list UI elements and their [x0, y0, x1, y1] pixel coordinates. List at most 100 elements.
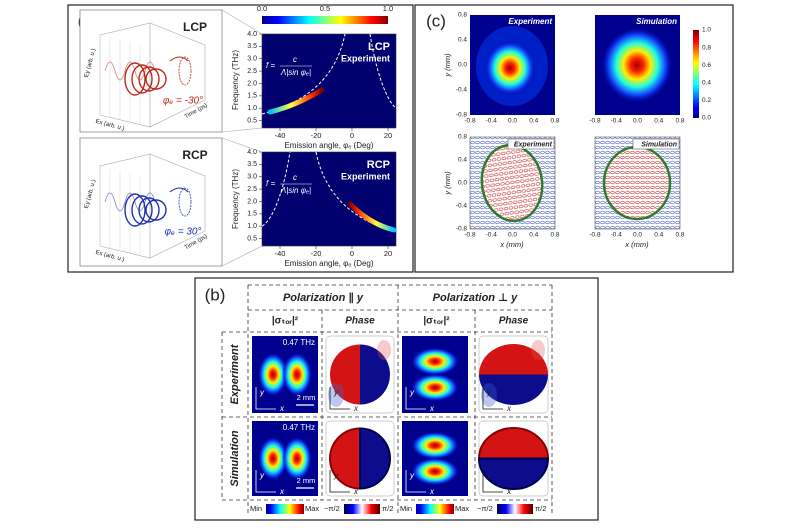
- y-tick-label: 0.4: [458, 37, 467, 44]
- column-header: Phase: [345, 316, 375, 327]
- scale-label: 2 mm: [297, 476, 316, 485]
- inset-title: RCP: [182, 148, 207, 162]
- y-tick-label: -0.4: [456, 203, 468, 210]
- y-tick-label: -0.8: [456, 112, 468, 119]
- map-subtitle: Experiment: [341, 53, 390, 63]
- y-tick-label: 1.0: [247, 105, 257, 112]
- y-tick-label: 0.5: [247, 235, 257, 242]
- dispersion-curve: [261, 151, 291, 227]
- inset-title: LCP: [183, 20, 207, 34]
- x-axis-label: Emission angle, φₑ (Deg): [284, 259, 373, 268]
- phase-lobe: [477, 457, 550, 490]
- colorbar: [266, 504, 304, 514]
- colorbar-label: −π/2: [477, 504, 493, 513]
- phase-noise: [328, 383, 344, 407]
- x-tick-label: -0.8: [464, 232, 476, 239]
- y-tick-label: 2.0: [247, 80, 257, 87]
- angle-label: φₑ = -30°: [163, 96, 203, 107]
- formula: c: [293, 55, 297, 64]
- axis-label: x: [506, 404, 512, 413]
- colorbar-label: −π/2: [324, 504, 340, 513]
- vortex-region: [602, 145, 672, 221]
- helix-loop: [145, 68, 167, 90]
- x-tick-label: -0.4: [486, 118, 498, 125]
- frequency-label: 0.47 THz: [283, 338, 315, 347]
- x-tick-label: 20: [384, 131, 392, 140]
- y-axis-label: y (mm): [443, 53, 452, 78]
- phase-noise: [377, 340, 391, 360]
- lobe: [282, 436, 312, 481]
- x-tick-label: 0: [350, 249, 354, 258]
- zoom-line: [221, 9, 263, 35]
- phase-lobe: [479, 374, 548, 405]
- axis-arrow: [255, 387, 276, 410]
- map-subtitle: Experiment: [341, 171, 390, 181]
- y-tick-label: 0.0: [458, 62, 467, 69]
- y-tick-label: -0.8: [456, 226, 468, 233]
- colorbar: [344, 504, 380, 514]
- axis-label: x: [429, 487, 435, 496]
- axis-label: y: [333, 471, 339, 480]
- x-tick-label: -0.8: [464, 118, 476, 125]
- helix-loop: [145, 199, 167, 221]
- row-header: Simulation: [229, 430, 241, 487]
- zoom-line: [221, 245, 263, 267]
- y-tick-label: 3.0: [247, 56, 257, 63]
- axis-arrow: [329, 470, 350, 493]
- lobe: [411, 431, 459, 460]
- y-tick-label: 2.5: [247, 186, 257, 193]
- y-tick-label: 0.4: [458, 157, 467, 164]
- x-tick-label: 0.8: [550, 118, 559, 125]
- axis-arrow: [255, 470, 276, 493]
- axis-arrow: [405, 470, 426, 493]
- x-tick-label: -0.8: [589, 118, 601, 125]
- emission-streak: [347, 201, 397, 233]
- colorbar-label: Max: [455, 504, 469, 513]
- x-tick-label: 20: [384, 249, 392, 258]
- axis-label: y: [333, 388, 339, 397]
- axis-label: x: [279, 404, 285, 413]
- phase-lobe: [479, 343, 548, 375]
- colorbar: [693, 30, 699, 118]
- x-tick-label: 0.0: [508, 232, 517, 239]
- x-tick-label: -20: [311, 131, 322, 140]
- heatmap: [261, 151, 397, 247]
- axis-label: y: [486, 388, 492, 397]
- colorbar-tick: 0.6: [702, 62, 711, 69]
- emission-streak: [267, 87, 325, 115]
- phase-noise: [531, 340, 545, 360]
- y-tick-label: 1.5: [247, 211, 257, 218]
- phase-lobe: [330, 344, 360, 405]
- formula: Λ|sin φₑ|: [280, 186, 311, 195]
- colorbar-label: π/2: [382, 504, 393, 513]
- heatmap: [261, 33, 397, 129]
- x-tick-label: 0.0: [508, 118, 517, 125]
- x-tick-label: -40: [275, 249, 286, 258]
- panel-c-frame: [414, 4, 734, 273]
- formula: c: [293, 173, 297, 182]
- zoom-line: [221, 127, 263, 133]
- x-tick-label: 0.4: [654, 118, 663, 125]
- y-tick-label: 4.0: [247, 149, 257, 156]
- label-box: [507, 138, 555, 150]
- helix-projection: [178, 187, 192, 217]
- y-tick-label: 4.0: [247, 31, 257, 38]
- colorbar: [497, 504, 533, 514]
- beam-spot: [601, 27, 673, 103]
- scale-label: 2 mm: [297, 393, 316, 402]
- helix-projection: [178, 56, 192, 86]
- phase-lobe: [359, 427, 391, 490]
- angle-label: φₑ = 30°: [165, 227, 202, 238]
- lobe: [411, 347, 459, 376]
- group-header: Polarization ⊥ y: [433, 292, 519, 304]
- label-box: [632, 138, 680, 150]
- helix-loop: [131, 64, 153, 94]
- lobe: [411, 373, 459, 402]
- map-title: LCP: [368, 41, 390, 53]
- y-tick-label: 2.0: [247, 198, 257, 205]
- dispersion-curve: [369, 33, 397, 109]
- x-tick-label: 0: [350, 131, 354, 140]
- axis-label: y: [409, 471, 415, 480]
- axis-label: x: [353, 487, 359, 496]
